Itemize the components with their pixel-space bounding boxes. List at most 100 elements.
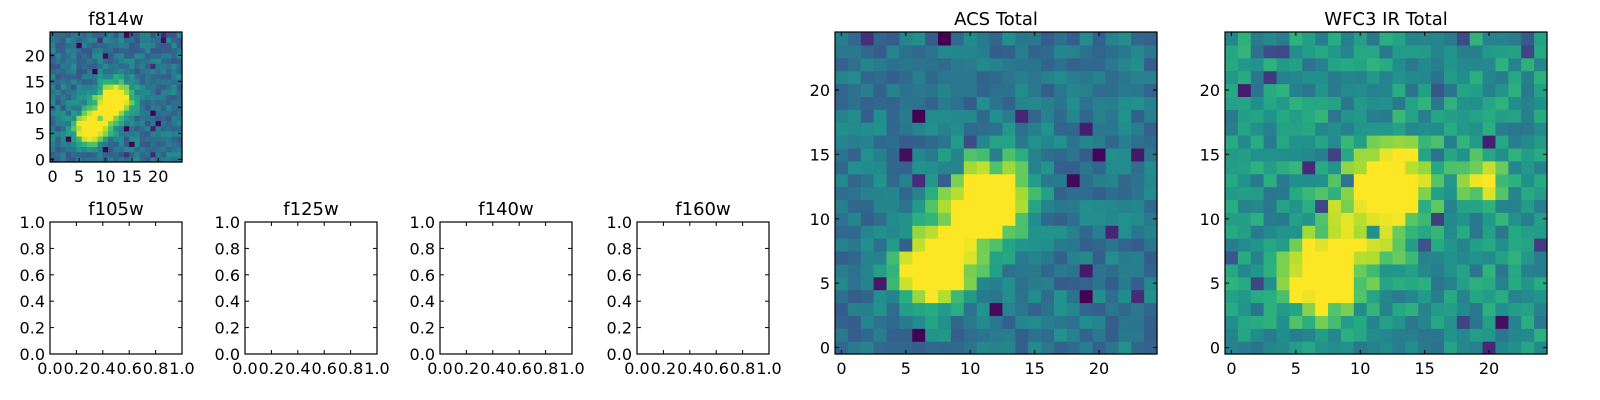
heatmap-cell bbox=[123, 52, 130, 59]
heatmap-cell bbox=[60, 130, 67, 137]
heatmap-cell bbox=[950, 44, 965, 59]
heatmap-cell bbox=[989, 96, 1004, 110]
heatmap-cell bbox=[139, 68, 146, 75]
heatmap-cell bbox=[1340, 328, 1355, 342]
heatmap-cell bbox=[1079, 96, 1094, 110]
heatmap-cell bbox=[1053, 250, 1068, 265]
heatmap-cell bbox=[65, 89, 72, 95]
heatmap-cell bbox=[976, 160, 991, 175]
heatmap-cell bbox=[155, 89, 162, 95]
heatmap-cell bbox=[860, 199, 875, 213]
heatmap-cell bbox=[60, 47, 67, 54]
heatmap-cell bbox=[65, 68, 72, 75]
heatmap-cell bbox=[1405, 83, 1419, 97]
heatmap-cell bbox=[1276, 263, 1290, 278]
heatmap-cell bbox=[118, 89, 125, 95]
heatmap-cell bbox=[1405, 173, 1419, 188]
heatmap-cell bbox=[1041, 57, 1055, 72]
heatmap-cell bbox=[1366, 199, 1381, 213]
heatmap-cell bbox=[1456, 250, 1471, 265]
heatmap-cell bbox=[76, 125, 83, 132]
heatmap-cell bbox=[1379, 147, 1394, 162]
heatmap-cell bbox=[129, 136, 136, 142]
heatmap-cell bbox=[1276, 276, 1290, 291]
y-tick-label: 0 bbox=[820, 339, 830, 358]
heatmap-cell bbox=[1131, 289, 1145, 304]
heatmap-cell bbox=[950, 302, 965, 316]
heatmap-cell bbox=[55, 89, 62, 95]
heatmap-cell bbox=[65, 47, 72, 54]
heatmap-cell bbox=[171, 32, 178, 38]
heatmap-cell bbox=[1118, 302, 1132, 316]
heatmap-cell bbox=[1263, 302, 1278, 316]
x-tick-label: 0.2 bbox=[259, 359, 284, 378]
heatmap-cell bbox=[1482, 225, 1497, 239]
heatmap-cell bbox=[139, 42, 146, 49]
heatmap-cell bbox=[55, 110, 62, 116]
heatmap-cell bbox=[1534, 44, 1548, 59]
heatmap-cell bbox=[847, 289, 862, 304]
heatmap-cell bbox=[1418, 276, 1432, 291]
heatmap-cell bbox=[1053, 186, 1068, 201]
heatmap-cell bbox=[912, 289, 926, 304]
heatmap-cell bbox=[1289, 83, 1303, 97]
heatmap-cell bbox=[1469, 57, 1484, 72]
heatmap-cell bbox=[847, 147, 862, 162]
heatmap-cell bbox=[1508, 160, 1522, 175]
heatmap-cell bbox=[50, 115, 56, 121]
heatmap-cell bbox=[1028, 70, 1042, 85]
heatmap-cell bbox=[160, 99, 167, 106]
heatmap-cell bbox=[134, 99, 141, 106]
heatmap-cell bbox=[1131, 122, 1145, 136]
heatmap-cell bbox=[134, 84, 141, 90]
heatmap-cell bbox=[1379, 289, 1394, 304]
heatmap-cell bbox=[55, 84, 62, 90]
heatmap-cell bbox=[71, 52, 77, 59]
heatmap-cell bbox=[1340, 289, 1355, 304]
heatmap-cell bbox=[1379, 122, 1394, 136]
heatmap-cell bbox=[1225, 173, 1239, 188]
heatmap-cell bbox=[166, 52, 173, 59]
heatmap-cell bbox=[71, 125, 77, 132]
heatmap-cell bbox=[113, 32, 120, 38]
heatmap-cell bbox=[1092, 57, 1107, 72]
heatmap-cell bbox=[1015, 83, 1029, 97]
heatmap-cell bbox=[1237, 186, 1252, 201]
heatmap-cell bbox=[55, 73, 62, 80]
heatmap-cell bbox=[86, 99, 93, 106]
heatmap-cell bbox=[139, 37, 146, 43]
heatmap-cell bbox=[1508, 341, 1522, 355]
heatmap-cell bbox=[886, 186, 900, 201]
heatmap-cell bbox=[1418, 225, 1432, 239]
heatmap-cell bbox=[1405, 70, 1419, 85]
heatmap-cell bbox=[989, 341, 1004, 355]
heatmap-cell bbox=[1118, 212, 1132, 226]
heatmap-cell bbox=[1431, 315, 1445, 329]
y-tick-label: 0.6 bbox=[20, 266, 45, 285]
heatmap-cell bbox=[1315, 147, 1329, 162]
heatmap-cell bbox=[976, 70, 991, 85]
heatmap-cell bbox=[1456, 32, 1471, 46]
heatmap-cell bbox=[108, 47, 114, 54]
heatmap-cell bbox=[1002, 109, 1016, 123]
heatmap-cell bbox=[950, 96, 965, 110]
heatmap-cell bbox=[1392, 238, 1406, 252]
heatmap-cell bbox=[1379, 199, 1394, 213]
heatmap-cell bbox=[155, 125, 162, 132]
heatmap-cell bbox=[1379, 225, 1394, 239]
heatmap-cell bbox=[1392, 109, 1406, 123]
heatmap-cell bbox=[1066, 341, 1081, 355]
heatmap-cell bbox=[1469, 328, 1484, 342]
heatmap-cell bbox=[71, 42, 77, 49]
heatmap-cell bbox=[860, 328, 875, 342]
heatmap-cell bbox=[1131, 238, 1145, 252]
heatmap-cell bbox=[1002, 57, 1016, 72]
heatmap-cell bbox=[1041, 263, 1055, 278]
heatmap-cell bbox=[950, 32, 965, 46]
heatmap-cell bbox=[155, 37, 162, 43]
heatmap-cell bbox=[1263, 212, 1278, 226]
heatmap-cell bbox=[139, 146, 146, 153]
heatmap-cell bbox=[1289, 328, 1303, 342]
heatmap-cell bbox=[1495, 135, 1509, 149]
heatmap-cell bbox=[1092, 83, 1107, 97]
